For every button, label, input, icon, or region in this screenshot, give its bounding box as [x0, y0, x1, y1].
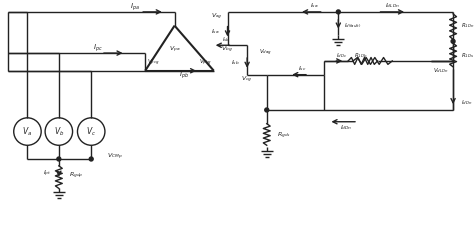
- Circle shape: [89, 157, 93, 161]
- Text: $\mathit{I_{pb}}$: $\mathit{I_{pb}}$: [179, 70, 190, 81]
- Text: $\mathit{I_{pc}}$: $\mathit{I_{pc}}$: [93, 42, 103, 54]
- Circle shape: [57, 157, 61, 161]
- Text: $R_{1Db}$: $R_{1Db}$: [354, 51, 368, 60]
- Text: $\mathit{I_{dDc}}$: $\mathit{I_{dDc}}$: [336, 51, 347, 60]
- Text: $V_{dLDn}$: $V_{dLDn}$: [433, 66, 448, 75]
- Text: $\mathit{I_{pa}}$: $\mathit{I_{pa}}$: [130, 1, 140, 13]
- Text: $R_{gds}$: $R_{gds}$: [276, 130, 291, 141]
- Text: $\mathit{I_{dDn}}$: $\mathit{I_{dDn}}$: [340, 123, 352, 132]
- Text: $\mathit{I_{sa}}$: $\mathit{I_{sa}}$: [211, 27, 219, 36]
- Text: $\mathit{I_{d(fault)}}$: $\mathit{I_{d(fault)}}$: [344, 22, 362, 30]
- Text: $R_{1Dn}$: $R_{1Dn}$: [461, 21, 474, 30]
- Text: $V_{pa}$: $V_{pa}$: [169, 45, 180, 55]
- Text: $V_{dag}$: $V_{dag}$: [259, 48, 272, 58]
- Text: $R_{gdp}$: $R_{gdp}$: [69, 171, 83, 181]
- Text: $V_{ag}$: $V_{ag}$: [211, 12, 223, 22]
- Text: $\mathit{I_{dLDn}}$: $\mathit{I_{dLDn}}$: [385, 1, 400, 10]
- Text: $V_{bg}$: $V_{bg}$: [221, 45, 232, 55]
- Text: $V_{CMp}$: $V_{CMp}$: [107, 152, 123, 162]
- Text: $V_c$: $V_c$: [86, 125, 96, 138]
- Text: $\mathit{I_{sb}}$: $\mathit{I_{sb}}$: [230, 59, 239, 67]
- Text: $V_{pbg}$: $V_{pbg}$: [200, 58, 212, 68]
- Circle shape: [337, 10, 340, 14]
- Text: $\mathit{I_{sb}}$: $\mathit{I_{sb}}$: [222, 35, 229, 44]
- Text: $\mathit{I_{sa}}$: $\mathit{I_{sa}}$: [310, 1, 318, 10]
- Text: $V_{pcg}$: $V_{pcg}$: [146, 58, 159, 68]
- Text: $\mathit{I_{pt}}$: $\mathit{I_{pt}}$: [43, 169, 51, 179]
- Text: $V_b$: $V_b$: [54, 125, 64, 138]
- Text: $\mathit{I_{sc}}$: $\mathit{I_{sc}}$: [298, 64, 306, 73]
- Text: $\mathit{I_{dDn}}$: $\mathit{I_{dDn}}$: [461, 98, 472, 106]
- Text: $V_a$: $V_a$: [22, 125, 33, 138]
- Circle shape: [451, 39, 455, 43]
- Text: $V_{cg}$: $V_{cg}$: [241, 75, 252, 85]
- Circle shape: [265, 108, 269, 112]
- Text: $R_{1Ds}$: $R_{1Ds}$: [461, 51, 474, 60]
